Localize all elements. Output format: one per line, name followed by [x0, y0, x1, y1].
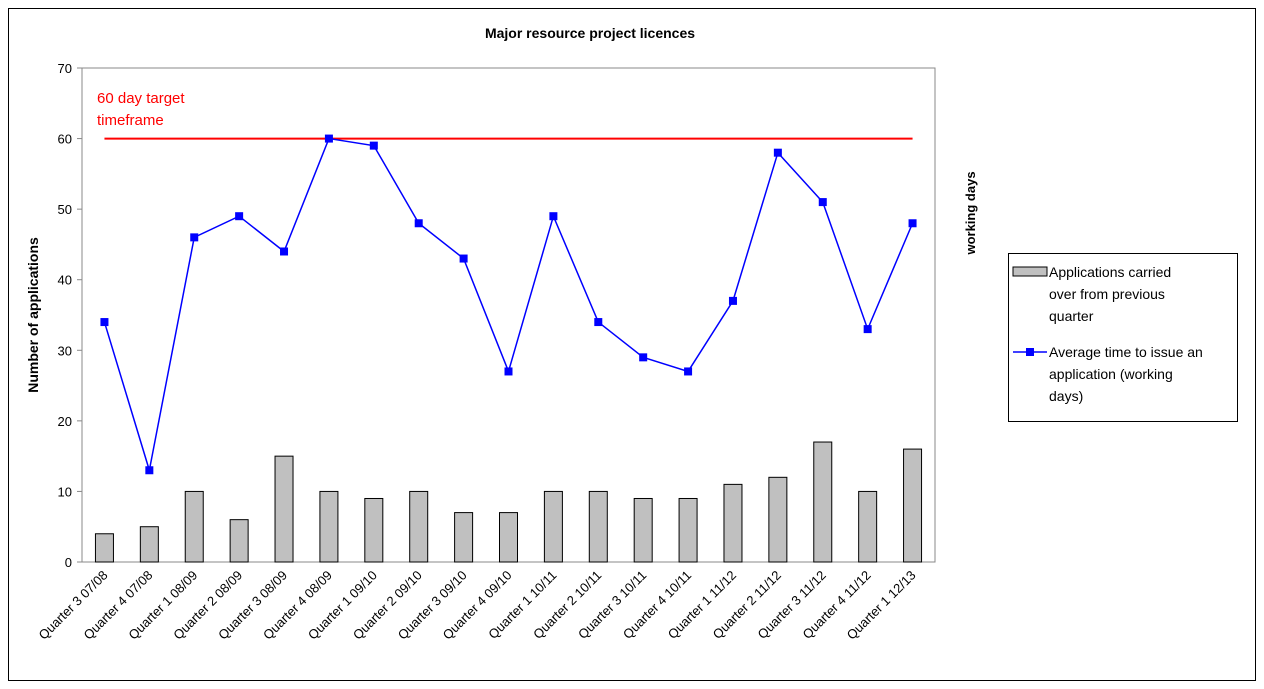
bar — [319, 490, 339, 563]
line-marker — [728, 296, 737, 305]
y-tick-label: 70 — [58, 61, 72, 76]
legend-label: Average time to issue an application (wor… — [1049, 344, 1203, 404]
line-marker — [369, 141, 378, 150]
y-tick-label: 40 — [58, 273, 72, 288]
line-marker — [684, 367, 693, 376]
line-marker — [908, 219, 917, 228]
line-marker — [414, 219, 423, 228]
bar — [94, 533, 114, 563]
y-tick-label: 10 — [58, 484, 72, 499]
legend-swatch — [1012, 266, 1048, 277]
bar — [409, 490, 429, 563]
target-label: 60 day target — [97, 90, 185, 107]
bar — [184, 490, 204, 563]
legend-label: Applications carried over from previous qu… — [1049, 264, 1171, 324]
bar — [723, 483, 743, 563]
line-marker — [280, 247, 289, 256]
line-marker — [235, 212, 244, 221]
line-marker — [324, 134, 333, 143]
line-marker — [549, 212, 558, 221]
line-marker — [639, 353, 648, 362]
bar — [813, 441, 833, 563]
bar — [858, 490, 878, 563]
bar — [139, 526, 159, 563]
bar — [454, 512, 474, 563]
bar — [499, 512, 518, 563]
line-marker — [818, 198, 827, 207]
bar — [678, 497, 698, 563]
bar — [229, 519, 249, 563]
y-tick-label: 20 — [58, 414, 72, 429]
legend-box — [1008, 253, 1238, 422]
bar — [633, 497, 653, 563]
line-marker — [504, 367, 513, 376]
bar — [274, 455, 294, 563]
line-marker — [190, 233, 199, 242]
line-marker — [100, 318, 109, 327]
y-tick-label: 60 — [58, 132, 72, 147]
line-marker — [459, 254, 468, 263]
line-marker — [773, 148, 782, 157]
y-tick-label: 50 — [58, 202, 72, 217]
line-marker — [863, 325, 872, 334]
y2-axis-label: working days — [963, 171, 978, 255]
legend-marker — [1026, 348, 1034, 356]
y-axis-label: Number of applications — [25, 237, 41, 393]
bar — [364, 497, 384, 563]
bar — [768, 476, 788, 563]
bar — [543, 490, 563, 563]
target-label: timeframe — [97, 112, 164, 129]
chart-title: Major resource project licences — [485, 25, 695, 41]
y-tick-label: 30 — [58, 343, 72, 358]
line-marker — [594, 318, 603, 327]
line-marker — [145, 466, 154, 475]
y-tick-label: 0 — [65, 555, 72, 570]
bar — [588, 490, 608, 563]
bar — [903, 448, 923, 563]
